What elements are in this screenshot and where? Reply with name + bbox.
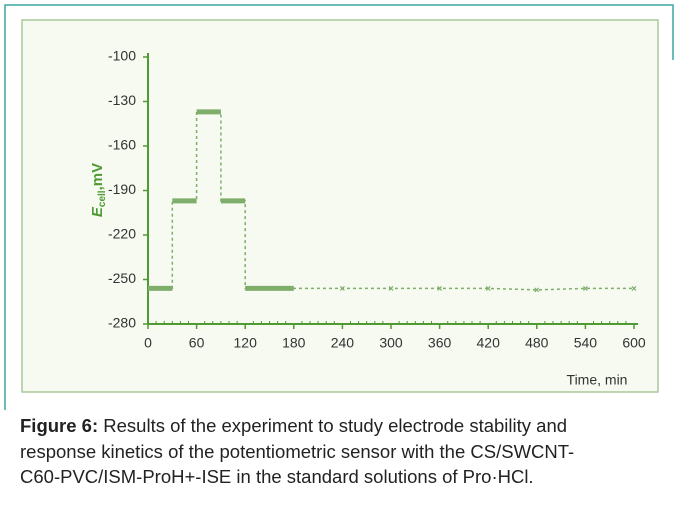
x-tick-label: 600 xyxy=(622,335,646,351)
point xyxy=(437,285,443,291)
caption: Figure 6: Results of the experiment to s… xyxy=(20,413,670,490)
x-tick-label: 420 xyxy=(477,335,501,351)
y-label-symbol: E xyxy=(89,206,106,217)
caption-line: Figure 6: Results of the experiment to s… xyxy=(20,413,670,439)
frame xyxy=(4,4,674,410)
caption-line: C60-PVC/ISM-ProH+-ISE in the standard so… xyxy=(20,464,670,490)
x-tick-label: 120 xyxy=(234,335,258,351)
caption-text: C60-PVC/ISM-ProH+-ISE in the standard so… xyxy=(20,466,534,487)
x-tick-label: 180 xyxy=(282,335,306,351)
y-label-unit: ,mV xyxy=(89,163,106,191)
point xyxy=(631,285,637,291)
y-tick-label: -130 xyxy=(108,92,136,108)
caption-text: response kinetics of the potentiometric … xyxy=(20,440,575,462)
caption-line: response kinetics of the potentiometric … xyxy=(20,439,670,465)
y-tick-label: -280 xyxy=(108,315,136,331)
x-tick-label: 480 xyxy=(525,335,549,351)
y-tick-label: -190 xyxy=(108,181,136,197)
y-tick-label: -100 xyxy=(108,48,136,64)
caption-label: Figure 6: xyxy=(20,415,99,436)
caption-text: Results of the experiment to study elect… xyxy=(98,415,568,436)
x-tick-label: 300 xyxy=(379,335,403,351)
y-tick-label: -250 xyxy=(108,270,136,286)
x-tick-label: 240 xyxy=(331,335,355,351)
x-tick-label: 0 xyxy=(144,335,152,351)
y-tick-label: -220 xyxy=(108,226,136,242)
point xyxy=(388,285,394,291)
point xyxy=(534,287,540,293)
x-tick-label: 360 xyxy=(428,335,452,351)
y-axis-label: Ecell,mV xyxy=(89,163,108,217)
x-tick-label: 60 xyxy=(189,335,205,351)
point xyxy=(339,285,345,291)
x-tick-label: 540 xyxy=(574,335,598,351)
point xyxy=(582,285,588,291)
x-axis-label: Time, min xyxy=(567,372,628,388)
chart-box xyxy=(21,19,659,393)
y-tick-label: -160 xyxy=(108,137,136,153)
chart: Ecell,mV Time, min -100 -130 -160 -190 -220 -… xyxy=(4,4,674,410)
y-label-sub: cell xyxy=(97,190,108,207)
point xyxy=(485,285,491,291)
